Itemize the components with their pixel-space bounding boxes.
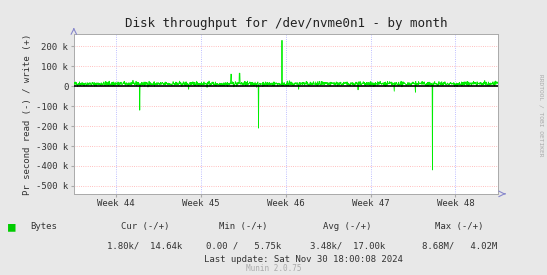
Text: Munin 2.0.75: Munin 2.0.75 (246, 264, 301, 273)
Text: Bytes: Bytes (30, 222, 57, 231)
Text: Max (-/+): Max (-/+) (435, 222, 484, 231)
Text: 3.48k/  17.00k: 3.48k/ 17.00k (310, 242, 385, 251)
Text: 0.00 /   5.75k: 0.00 / 5.75k (206, 242, 281, 251)
Text: Avg (-/+): Avg (-/+) (323, 222, 371, 231)
Text: 1.80k/  14.64k: 1.80k/ 14.64k (107, 242, 183, 251)
Text: 8.68M/   4.02M: 8.68M/ 4.02M (422, 242, 497, 251)
Text: Last update: Sat Nov 30 18:00:08 2024: Last update: Sat Nov 30 18:00:08 2024 (204, 255, 403, 264)
Y-axis label: Pr second read (-) / write (+): Pr second read (-) / write (+) (23, 34, 32, 195)
Text: Min (-/+): Min (-/+) (219, 222, 267, 231)
Text: RRDTOOL / TOBI OETIKER: RRDTOOL / TOBI OETIKER (538, 74, 543, 157)
Text: Cur (-/+): Cur (-/+) (121, 222, 169, 231)
Text: ■: ■ (8, 220, 16, 233)
Title: Disk throughput for /dev/nvme0n1 - by month: Disk throughput for /dev/nvme0n1 - by mo… (125, 17, 447, 31)
